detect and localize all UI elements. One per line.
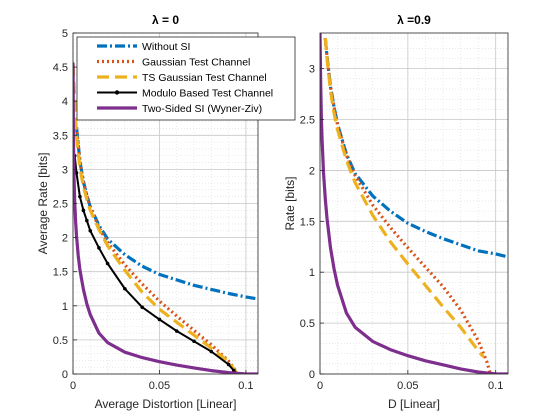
series-marker [226,362,231,367]
x-tick-label: 0.05 [149,380,170,392]
y-tick-label: 2 [62,233,68,245]
chart-title: λ =0.9 [397,13,431,27]
plot-area [320,33,508,374]
series-line-gaussian-test-channel [323,37,492,374]
series-marker [157,317,162,322]
legend-entry-label: Gaussian Test Channel [142,57,250,69]
series-line-two-sided-si-wyner-ziv- [73,62,258,374]
x-tick-label: 0.1 [238,380,253,392]
y-tick-label: 0 [309,369,315,381]
legend-box [76,36,296,121]
panel-1: 0 0.05 0.1 0 0.5 1 1.5 2 2.5 3 3.5 4 4.5 5 λ = 0 Averag… [36,13,296,411]
series-group [73,62,258,374]
y-tick-label: 4.5 [53,62,68,74]
chart-title: λ = 0 [152,13,179,27]
y-tick-label: 0.5 [53,335,68,347]
y-tick-label: 3 [309,64,315,76]
y-axis-label: Rate [bits] [283,176,297,230]
y-tick-label: 0 [62,369,68,381]
series-marker [209,349,214,354]
y-tick-label: 2 [309,165,315,177]
legend-entry-label: TS Gaussian Test Channel [142,72,267,84]
series-marker [140,305,144,309]
series-marker [78,194,82,199]
legend-entry-label: Modulo Based Test Channel [142,88,273,100]
series-marker [81,208,86,213]
series-group [320,33,508,374]
y-tick-label: 2.5 [300,115,315,127]
y-axis-label: Average Rate [bits] [36,153,50,255]
y-tick-label: 1.5 [53,267,68,279]
series-line-ts-gaussian-test-channel [323,37,485,358]
x-tick-label: 0 [70,380,76,392]
y-tick-label: 1 [309,267,315,279]
legend-entry-label: Two-Sided SI (Wyner-Ziv) [142,103,262,115]
series-marker [85,218,89,223]
x-tick-label: 0.05 [397,380,418,392]
y-tick-label: 3.5 [53,130,68,142]
axes-box [319,32,509,375]
x-axis-label: Average Distortion [Linear] [95,397,237,411]
x-axis-label: D [Linear] [388,397,440,411]
series-marker [192,339,196,344]
y-tick-label: 1 [62,301,68,313]
legend-entry-label: Without SI [142,41,190,53]
series-marker [88,228,93,233]
x-tick-label: 0.1 [488,380,503,392]
y-tick-label: 2.5 [53,199,68,211]
series-marker [174,329,179,333]
y-tick-label: 1.5 [300,216,315,228]
series-marker [97,246,101,250]
series-marker [105,261,110,266]
legend: Without SI Gaussian Test Channel TS Gaussi… [76,36,296,121]
x-tick-label: 0 [317,380,323,392]
series-line-without-si [74,126,258,301]
series-line-ts-gaussian-test-channel [73,63,239,374]
panel-2: 0 0.05 0.1 0 0.5 1 1.5 2 2.5 3 λ =0.9 D [Linear] Rat… [283,13,509,411]
series-marker [123,286,127,291]
y-tick-label: 0.5 [300,318,315,330]
y-tick-label: 4 [62,96,68,108]
legend-marker [114,90,120,95]
series-line-two-sided-si-wyner-ziv- [320,33,508,374]
y-tick-label: 5 [62,28,68,40]
y-tick-label: 3 [62,164,68,176]
